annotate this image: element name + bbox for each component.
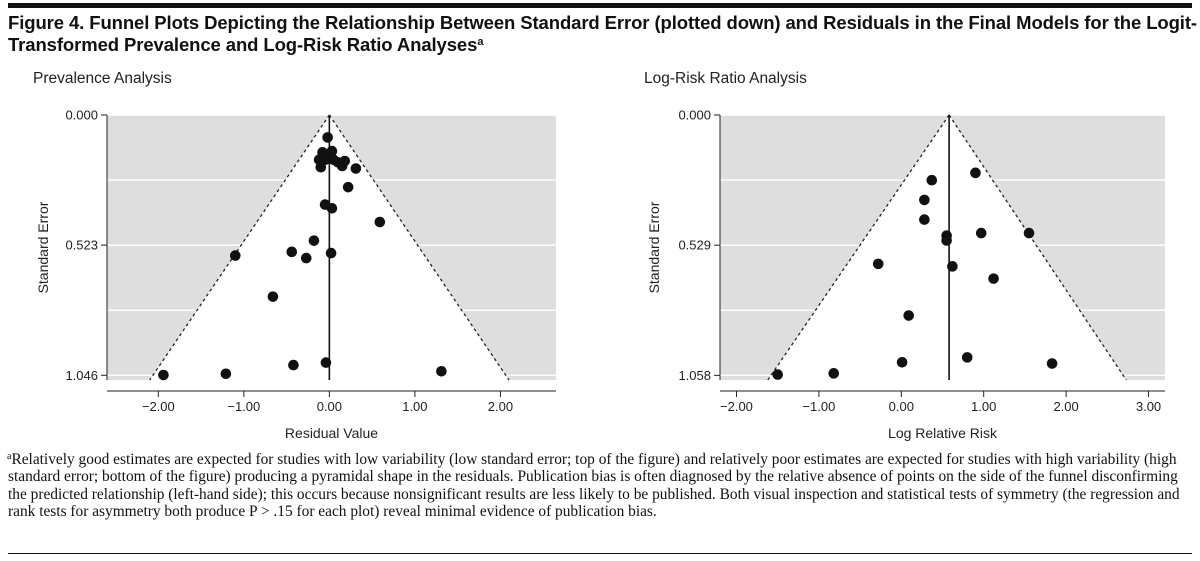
funnel-region (767, 115, 1127, 380)
y-tick-label-0: 0.000 (65, 108, 98, 123)
x-tick-label-3: 1.00 (971, 399, 996, 414)
data-point-1 (926, 174, 938, 186)
data-point-24 (220, 368, 232, 380)
x-tick-label-0: −2.00 (720, 399, 753, 414)
data-point-16 (308, 235, 320, 246)
data-point-23 (320, 357, 332, 368)
top-rule (8, 3, 1192, 8)
x-axis-label: Residual Value (285, 425, 378, 441)
data-point-16 (772, 369, 783, 380)
data-point-8 (947, 261, 958, 272)
data-point-14 (326, 203, 338, 214)
data-point-18 (286, 246, 298, 258)
y-tick-label-2: 1.058 (678, 368, 711, 383)
data-point-20 (229, 250, 241, 261)
data-point-22 (288, 359, 299, 371)
footnote-text: Relatively good estimates are expected f… (8, 451, 1180, 521)
data-point-12 (342, 181, 354, 193)
figure-title-footnote-marker: a (477, 36, 484, 48)
prevalence-funnel-plot: Prevalence Analysis 0.000 0.523 1.046 −2.00 −… (33, 70, 556, 441)
y-axis-label: Standard Error (646, 201, 662, 293)
data-point-15 (374, 216, 386, 228)
data-point-0 (970, 167, 981, 179)
data-point-10 (350, 163, 362, 174)
x-tick-label-2: 0.00 (317, 399, 342, 414)
data-point-9 (339, 155, 351, 167)
log-risk-ratio-funnel-plot: Log-Risk Ratio Analysis 0.000 0.529 1.058 −2… (644, 70, 1165, 441)
data-point-19 (325, 247, 337, 259)
bottom-rule (8, 553, 1192, 554)
funnel-right-edge (328, 114, 510, 381)
x-tick-label-4: 2.00 (1053, 399, 1078, 414)
data-point-9 (872, 258, 884, 270)
data-point-14 (1046, 358, 1058, 369)
data-point-11 (903, 310, 915, 321)
footnote-marker: a (7, 451, 12, 462)
y-tick-label-0: 0.000 (678, 108, 711, 123)
x-tick-label-1: −1.00 (227, 399, 260, 414)
x-tick-label-2: 0.00 (889, 399, 914, 414)
data-point-21 (267, 291, 279, 302)
figure-footnote: aRelatively good estimates are expected … (7, 451, 1194, 521)
figure-title: Figure 4. Funnel Plots Depicting the Rel… (8, 12, 1198, 56)
y-axis-label: Standard Error (35, 201, 51, 293)
x-tick-label-3: 1.00 (402, 399, 427, 414)
x-tick-label-4: 2.00 (488, 399, 513, 414)
data-point-3 (919, 214, 930, 225)
panel-title: Prevalence Analysis (33, 70, 172, 87)
y-tick-label-1: 0.529 (678, 238, 711, 253)
data-point-5 (975, 227, 987, 239)
data-point-11 (315, 161, 327, 173)
y-tick-label-2: 1.046 (65, 368, 98, 383)
data-point-13 (896, 356, 908, 368)
data-point-2 (919, 194, 930, 206)
panel-title: Log-Risk Ratio Analysis (644, 70, 807, 87)
data-point-17 (300, 252, 312, 264)
data-point-25 (158, 369, 169, 381)
figure-title-text: Figure 4. Funnel Plots Depicting the Rel… (8, 12, 1197, 55)
x-tick-label-0: −2.00 (142, 399, 175, 414)
data-point-0 (322, 132, 333, 143)
funnel-left-edge (149, 114, 330, 381)
funnel-right-edge (948, 114, 1127, 381)
data-point-4 (1023, 227, 1035, 239)
data-point-26 (436, 365, 447, 377)
data-point-7 (941, 235, 952, 246)
y-tick-label-1: 0.523 (65, 238, 98, 253)
x-tick-label-1: −1.00 (802, 399, 835, 414)
x-tick-label-5: 3.00 (1136, 399, 1161, 414)
data-point-15 (828, 368, 840, 379)
data-point-10 (988, 273, 999, 284)
data-point-12 (961, 352, 973, 363)
x-axis-label: Log Relative Risk (888, 425, 998, 441)
